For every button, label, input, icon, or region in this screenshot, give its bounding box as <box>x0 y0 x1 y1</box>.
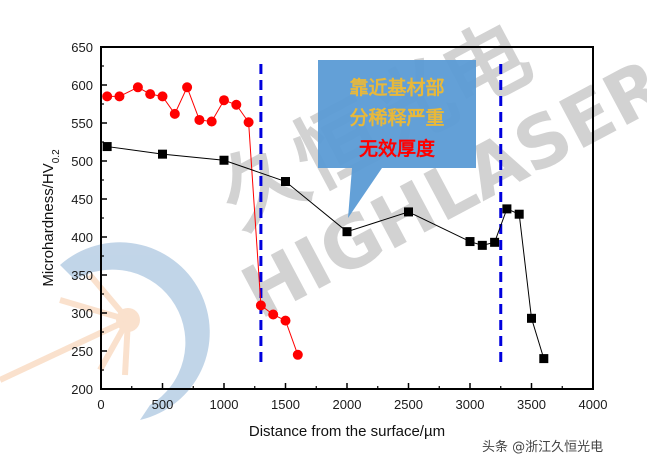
svg-text:200: 200 <box>71 382 93 397</box>
svg-text:500: 500 <box>152 397 174 412</box>
callout-box: 靠近基材部 分稀释严重 无效厚度 <box>318 60 476 218</box>
svg-text:0: 0 <box>97 397 104 412</box>
axis-ticks <box>100 46 594 390</box>
callout-line-2: 分稀释严重 <box>349 106 444 129</box>
svg-text:2500: 2500 <box>394 397 423 412</box>
callout-line-1: 靠近基材部 <box>349 76 444 99</box>
svg-text:300: 300 <box>71 306 93 321</box>
callout-line-3: 无效厚度 <box>359 137 436 160</box>
svg-text:1000: 1000 <box>210 397 239 412</box>
axis-tick-labels: 0 500 1000 1500 2000 2500 3000 3500 4000 200 250 30… <box>71 40 607 412</box>
svg-text:350: 350 <box>71 268 93 283</box>
svg-text:250: 250 <box>71 344 93 359</box>
svg-text:2000: 2000 <box>333 397 362 412</box>
watermark-logo <box>0 242 210 420</box>
region-boundary-lines <box>259 64 503 362</box>
svg-text:3000: 3000 <box>456 397 485 412</box>
svg-text:450: 450 <box>71 192 93 207</box>
y-axis-label: Microhardness/HV0.2 <box>40 149 62 287</box>
svg-text:Microhardness/HV0.2: Microhardness/HV0.2 <box>40 149 62 287</box>
data-series <box>102 82 549 364</box>
svg-text:500: 500 <box>71 154 93 169</box>
svg-text:3500: 3500 <box>517 397 546 412</box>
svg-text:400: 400 <box>71 230 93 245</box>
svg-text:550: 550 <box>71 116 93 131</box>
svg-text:650: 650 <box>71 40 93 55</box>
x-axis-label: Distance from the surface/µm <box>249 423 445 440</box>
svg-text:1500: 1500 <box>271 397 300 412</box>
svg-text:600: 600 <box>71 78 93 93</box>
watermark-text: 久恒光电 HIGHLASER <box>203 3 647 335</box>
source-credit: 头条 @浙江久恒光电 <box>482 440 604 455</box>
svg-text:4000: 4000 <box>579 397 608 412</box>
